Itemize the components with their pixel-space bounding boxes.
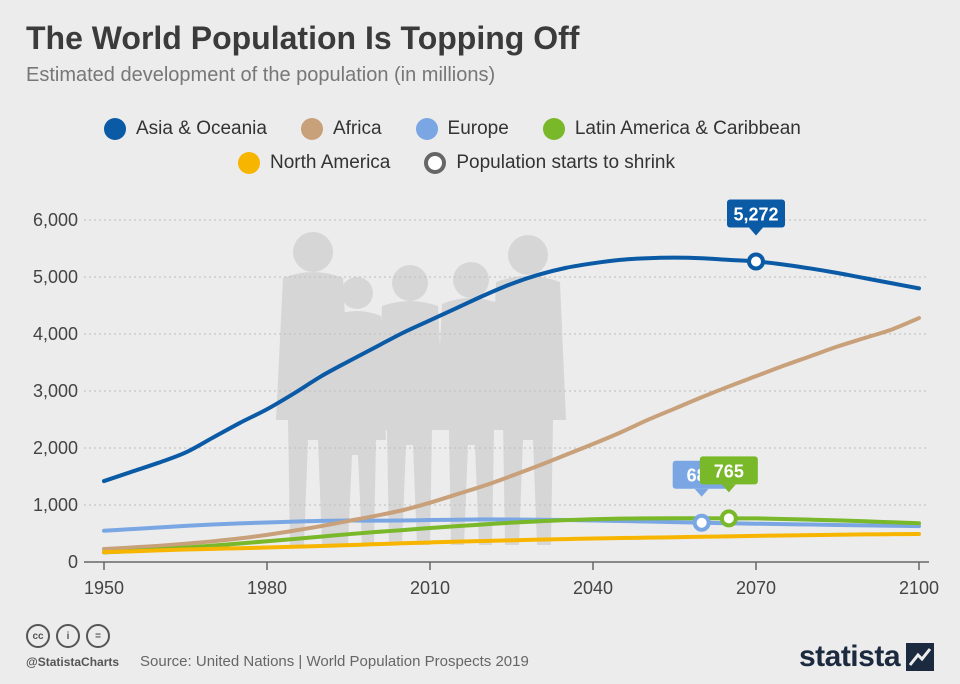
x-tick-label-4: 2070 [736, 578, 776, 598]
callout-label-0: 5,272 [733, 204, 778, 224]
x-tick-label-1: 1980 [247, 578, 287, 598]
no-derivatives-icon: = [86, 624, 110, 648]
y-tick-label-5: 5,000 [33, 267, 78, 287]
social-handle: @StatistaCharts [26, 655, 120, 669]
legend-label-asia: Asia & Oceania [136, 118, 267, 139]
legend-item-north-america: North America [238, 152, 390, 174]
source-note: Source: United Nations | World Populatio… [140, 653, 529, 670]
legend-item-shrink: Population starts to shrink [424, 152, 675, 174]
grid-lines [84, 219, 929, 563]
legend-label-africa: Africa [332, 118, 382, 139]
shrink-marker-1 [692, 513, 711, 532]
legend-swatch-asia [104, 118, 126, 140]
legend-row-2: North America Population starts to shrin… [238, 152, 709, 174]
callout-box-0 [727, 199, 785, 228]
y-tick-label-4: 4,000 [33, 324, 78, 344]
chart-title: The World Population Is Topping Off [26, 20, 580, 56]
y-tick-label-1: 1,000 [33, 495, 78, 515]
legend-item-latam: Latin America & Caribbean [542, 118, 801, 140]
statista-logo-icon [906, 643, 934, 671]
legend-swatch-latam [542, 118, 565, 140]
callout-pointer-1 [694, 488, 709, 497]
legend-swatch-shrink-ring-icon [424, 152, 447, 174]
x-tick-label-3: 2040 [573, 578, 613, 598]
y-tick-label-3: 3,000 [33, 381, 78, 401]
legend-label-north-america: North America [270, 152, 391, 173]
y-tick-label-2: 2,000 [33, 438, 78, 458]
legend-swatch-europe [415, 118, 438, 140]
series-lines [102, 255, 921, 555]
legend-item-asia: Asia & Oceania [104, 118, 267, 140]
series-line-2 [102, 517, 921, 533]
callout-pointer-2 [721, 484, 736, 493]
brand-name: statista [798, 640, 901, 673]
chart-subtitle: Estimated development of the population … [26, 64, 496, 86]
shrink-markers: 5,272689765 [672, 199, 785, 532]
creative-commons-icon: cc [26, 624, 50, 648]
shrink-marker-0 [747, 252, 765, 271]
x-axis: 1950 1980 2010 2040 2070 2100 [84, 562, 939, 598]
y-tick-label-0: 0 [68, 552, 78, 572]
legend-label-europe: Europe [447, 118, 509, 139]
y-axis: 0 1,000 2,000 3,000 4,000 5,000 6,000 [33, 210, 78, 572]
legend-row-1: Asia & Oceania Africa Europe Latin Ameri… [104, 118, 835, 140]
callout-label-2: 765 [714, 461, 744, 481]
legend-swatch-africa [300, 118, 323, 140]
legend-item-europe: Europe [415, 118, 509, 140]
series-line-3 [102, 516, 921, 555]
legend-label-latam: Latin America & Caribbean [574, 118, 801, 139]
shrink-marker-2 [719, 509, 738, 528]
attribution-icon: i [56, 624, 80, 648]
x-tick-label-2: 2010 [410, 578, 450, 598]
brand: statista [799, 640, 934, 674]
callout-box-2 [699, 456, 758, 485]
license-icons: cc i = [26, 624, 110, 648]
legend-item-africa: Africa [300, 118, 382, 140]
y-tick-label-6: 6,000 [33, 210, 78, 230]
legend-label-shrink: Population starts to shrink [456, 152, 675, 173]
legend-swatch-north-america [238, 152, 260, 174]
x-tick-label-0: 1950 [84, 578, 124, 598]
callout-pointer-0 [749, 227, 763, 236]
series-line-0 [102, 255, 921, 484]
x-tick-label-5: 2100 [899, 578, 939, 598]
series-line-1 [102, 316, 921, 552]
series-line-4 [102, 532, 921, 555]
